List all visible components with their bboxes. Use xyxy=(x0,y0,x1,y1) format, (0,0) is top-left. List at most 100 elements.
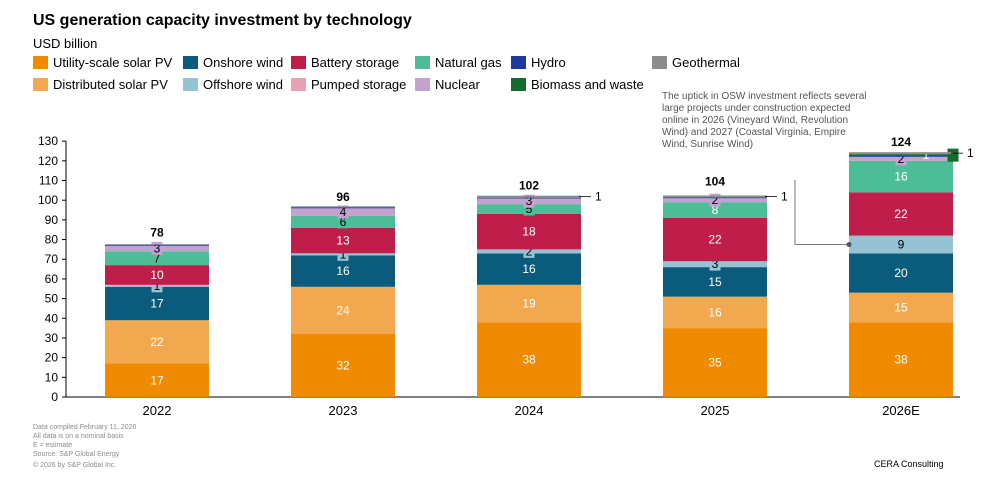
legend-label: Nuclear xyxy=(435,77,480,92)
bar-segment xyxy=(849,156,953,157)
y-tick-label: 20 xyxy=(45,351,59,365)
bar-segment xyxy=(663,195,767,198)
data-label: 1 xyxy=(595,190,602,204)
data-label: 2 xyxy=(526,244,533,258)
legend-label: Geothermal xyxy=(672,55,740,70)
bar-segment xyxy=(849,160,953,193)
bar-segment xyxy=(105,265,209,285)
bar-segment xyxy=(849,292,953,323)
bar-segment xyxy=(291,206,395,208)
legend-label: Utility-scale solar PV xyxy=(53,55,173,70)
bar-segment xyxy=(663,217,767,262)
data-label: 38 xyxy=(894,353,908,367)
data-label-box xyxy=(523,202,535,216)
data-label: 15 xyxy=(894,300,908,314)
legend-swatch xyxy=(33,78,48,91)
legend-label: Pumped storage xyxy=(311,77,407,92)
data-label: 19 xyxy=(522,297,536,311)
legend-item-onshore-wind: Onshore wind xyxy=(183,55,283,70)
data-label: 16 xyxy=(522,262,536,276)
legend-item-pumped-storage: Pumped storage xyxy=(291,77,406,92)
data-label: 3 xyxy=(712,257,719,271)
data-label: 7 xyxy=(154,251,161,265)
legend-swatch xyxy=(183,78,198,91)
data-label: 17 xyxy=(150,297,164,311)
legend-label: Offshore wind xyxy=(203,77,283,92)
x-tick-label: 2023 xyxy=(329,403,358,418)
bar-segment xyxy=(477,253,581,285)
copyright: © 2026 by S&P Global Inc. xyxy=(33,462,117,469)
legend-swatch xyxy=(415,56,430,69)
x-tick-label: 2022 xyxy=(143,403,172,418)
legend-swatch xyxy=(183,56,198,69)
y-tick-label: 0 xyxy=(51,390,58,404)
offshore-wind-annotation: The uptick in OSW investment reflects se… xyxy=(662,91,867,150)
legend-swatch xyxy=(652,56,667,69)
data-label: 6 xyxy=(340,215,347,229)
legend-item-nuclear: Nuclear xyxy=(415,77,480,92)
legend-item-geothermal: Geothermal xyxy=(652,55,740,70)
bar-segment xyxy=(477,195,581,198)
data-label-box xyxy=(151,251,163,265)
y-tick-label: 30 xyxy=(45,331,59,345)
data-label: 3 xyxy=(526,194,533,208)
x-tick-label: 2025 xyxy=(701,403,730,418)
bar-segment xyxy=(291,334,395,397)
bar-segment xyxy=(477,284,581,323)
bar-total-label: 104 xyxy=(705,174,725,188)
bar-segment xyxy=(291,286,395,335)
data-label-box xyxy=(895,237,907,251)
data-label-box xyxy=(709,257,721,271)
y-tick-label: 40 xyxy=(45,311,59,325)
chart-unit: USD billion xyxy=(33,36,98,51)
legend-item-offshore-wind: Offshore wind xyxy=(183,77,283,92)
data-label-box xyxy=(151,279,163,293)
data-label-box xyxy=(151,241,163,255)
bar-total-label: 102 xyxy=(519,178,539,192)
legend-swatch xyxy=(291,56,306,69)
legend-swatch xyxy=(33,56,48,69)
legend-item-biomass: Biomass and waste xyxy=(511,77,644,92)
legend-swatch xyxy=(415,78,430,91)
legend-item-utility-solar: Utility-scale solar PV xyxy=(33,55,172,70)
legend-label: Battery storage xyxy=(311,55,400,70)
bar-segment xyxy=(291,207,395,209)
data-label: 2 xyxy=(712,193,719,207)
footnotes: Data compiled February 11, 2026 All data… xyxy=(33,423,136,459)
legend-swatch xyxy=(511,78,526,91)
data-label: 1 xyxy=(967,146,974,160)
bar-segment xyxy=(105,244,209,246)
bar-segment xyxy=(105,286,209,321)
legend-label: Natural gas xyxy=(435,55,502,70)
annotation-connector xyxy=(794,180,849,245)
data-label-box xyxy=(523,244,535,258)
data-label: 16 xyxy=(708,305,722,319)
bar-segment xyxy=(291,227,395,254)
data-label: 16 xyxy=(894,170,908,184)
data-label: 1 xyxy=(923,148,930,162)
legend-label: Distributed solar PV xyxy=(53,77,168,92)
data-label: 32 xyxy=(336,359,350,373)
data-label: 22 xyxy=(150,335,164,349)
data-label: 5 xyxy=(526,202,533,216)
bar-total-label: 78 xyxy=(150,225,164,239)
y-tick-label: 10 xyxy=(45,370,59,384)
bar-segment xyxy=(663,202,767,218)
data-label: 1 xyxy=(340,247,347,261)
bar-segment xyxy=(477,213,581,250)
data-label: 18 xyxy=(522,225,536,239)
bar-segment xyxy=(105,320,209,364)
bar-segment xyxy=(663,267,767,297)
footnote: Data compiled February 11, 2026 xyxy=(33,424,137,431)
bar-segment xyxy=(849,253,953,293)
bar-segment xyxy=(105,363,209,397)
data-label: 9 xyxy=(898,237,905,251)
data-label: 4 xyxy=(340,205,347,219)
data-label-box xyxy=(709,193,721,207)
data-label: 38 xyxy=(522,353,536,367)
data-label: 24 xyxy=(336,303,350,317)
bar-segment xyxy=(663,296,767,329)
data-label: 2 xyxy=(898,152,905,166)
data-label: 17 xyxy=(150,373,164,387)
